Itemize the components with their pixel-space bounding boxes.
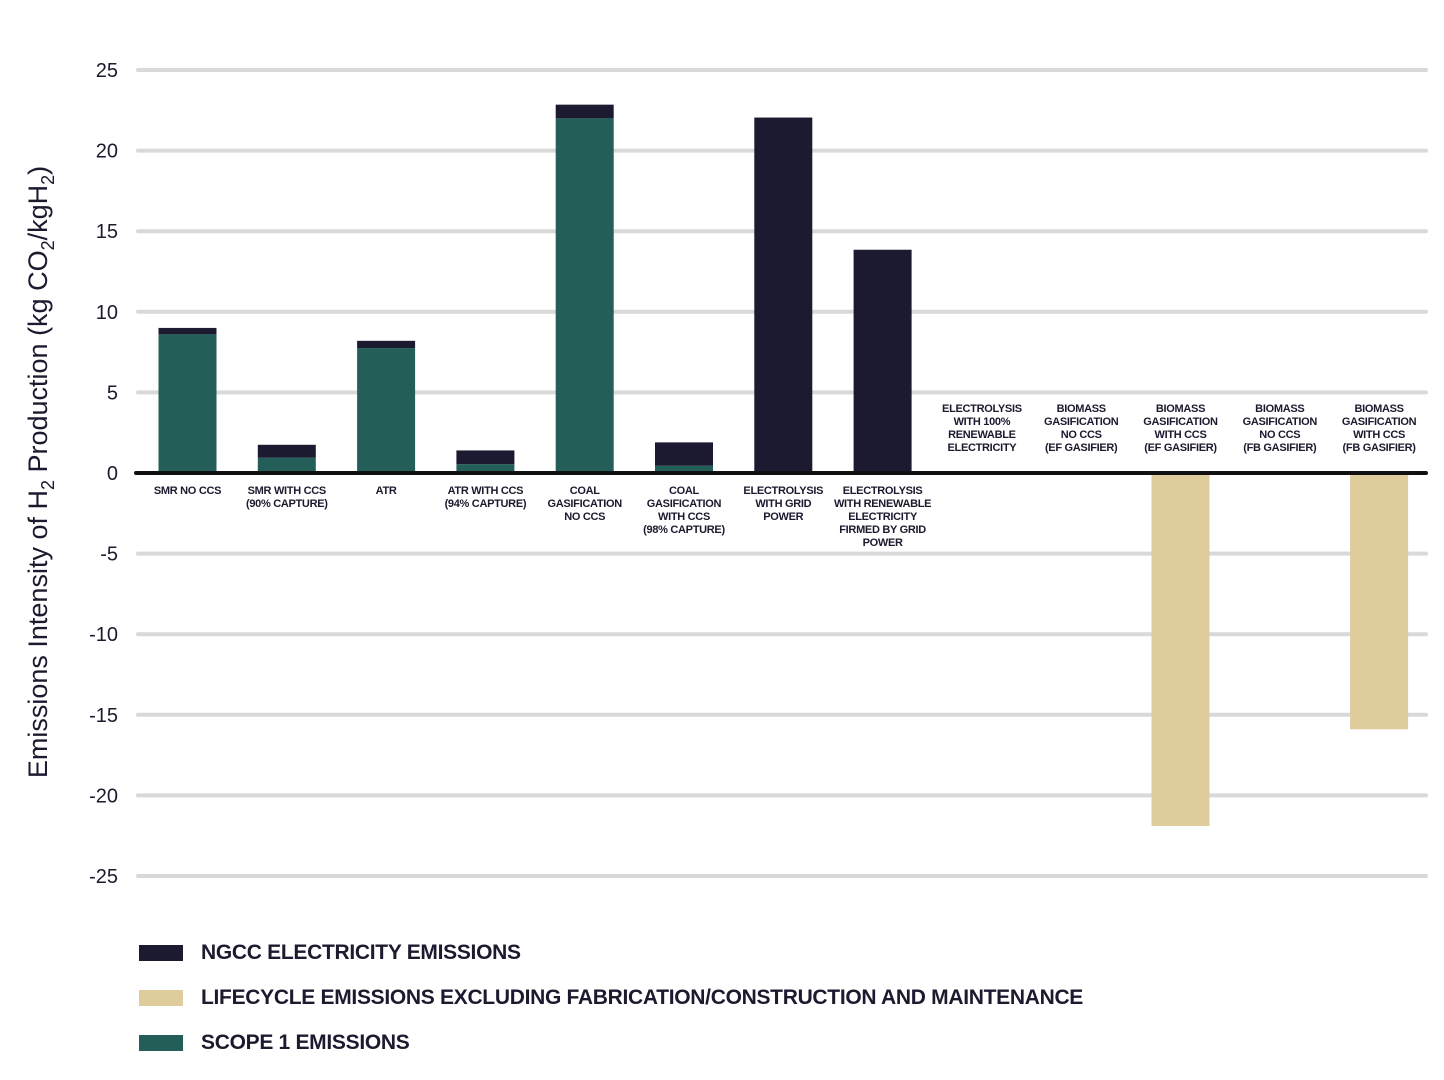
legend-item-ngcc: NGCC ELECTRICITY EMISSIONS (139, 930, 1083, 975)
legend-swatch-lifecycle (139, 989, 183, 1006)
bar-segment (357, 340, 416, 349)
bar-segment (456, 464, 515, 473)
bar-segment (655, 465, 713, 473)
y-tick-label: 5 (107, 382, 118, 404)
category-label: BIOMASS GASIFICATION WITH CCS (EF GASIFIER) (1143, 403, 1218, 454)
y-tick-label: 0 (107, 463, 118, 485)
y-tick-label: 10 (96, 302, 118, 324)
category-label: COAL GASIFICATION WITH CCS (98% CAPTURE) (643, 485, 725, 536)
bars (158, 104, 1409, 827)
legend-swatch-ngcc (139, 944, 183, 961)
bar-segment (456, 450, 515, 465)
category-label: ELECTROLYSIS WITH 100% RENEWABLE ELECTRICIT… (942, 403, 1022, 454)
emissions-bar-chart: 25 20 15 10 5 0 -5 -10 -15 -20 -25 SMR NO CCS SMR W… (23, 60, 1428, 888)
bar-segment (555, 104, 614, 119)
y-axis-ticks: 25 20 15 10 5 0 -5 -10 -15 -20 -25 (89, 60, 118, 888)
y-tick-label: -5 (100, 544, 118, 566)
category-label: SMR WITH CCS (90% CAPTURE) (246, 485, 328, 510)
category-label: ATR WITH CCS (94% CAPTURE) (445, 485, 527, 510)
y-tick-label: -20 (89, 785, 118, 807)
bar-segment (158, 334, 217, 473)
bar-segment (555, 118, 614, 474)
legend-label-scope1: SCOPE 1 EMISSIONS (201, 1030, 410, 1054)
category-label: BIOMASS GASIFICATION WITH CCS (FB GASIFIER) (1342, 403, 1417, 454)
category-label: ELECTROLYSIS WITH GRID POWER (743, 485, 823, 523)
bar-segment (257, 457, 316, 473)
bar-segment (754, 117, 813, 473)
category-label: BIOMASS GASIFICATION NO CCS (EF GASIFIER) (1044, 403, 1119, 454)
bar-segment (158, 327, 217, 335)
y-tick-label: 20 (96, 141, 118, 163)
legend-label-lifecycle: LIFECYCLE EMISSIONS EXCLUDING FABRICATIO… (201, 985, 1084, 1009)
legend: NGCC ELECTRICITY EMISSIONS LIFECYCLE EMI… (139, 930, 1083, 1065)
category-label: ATR (376, 485, 397, 497)
y-tick-label: 25 (96, 60, 118, 82)
legend-label-ngcc: NGCC ELECTRICITY EMISSIONS (201, 940, 521, 964)
category-label: COAL GASIFICATION NO CCS (547, 485, 622, 523)
y-axis-label: Emissions Intensity of H2 Production (kg… (23, 166, 58, 778)
bar-segment (853, 249, 912, 473)
bar-segment (257, 444, 316, 458)
y-tick-label: -15 (89, 705, 118, 727)
category-label: BIOMASS GASIFICATION NO CCS (FB GASIFIER) (1243, 403, 1318, 454)
category-labels: SMR NO CCS SMR WITH CCS (90% CAPTURE) ATR AT… (154, 403, 1417, 549)
legend-item-scope1: SCOPE 1 EMISSIONS (139, 1020, 1083, 1065)
legend-swatch-scope1 (139, 1034, 183, 1051)
legend-item-lifecycle: LIFECYCLE EMISSIONS EXCLUDING FABRICATIO… (139, 975, 1083, 1020)
category-label: ELECTROLYSIS WITH RENEWABLE ELECTRICITY FIR… (834, 485, 931, 549)
bar-segment (357, 348, 416, 473)
bar-segment (1151, 473, 1210, 827)
bar-segment (655, 442, 713, 466)
category-label: SMR NO CCS (154, 485, 221, 497)
y-tick-label: -10 (89, 624, 118, 646)
y-tick-label: 15 (96, 221, 118, 243)
y-tick-label: -25 (89, 866, 118, 888)
bar-segment (1350, 473, 1409, 730)
